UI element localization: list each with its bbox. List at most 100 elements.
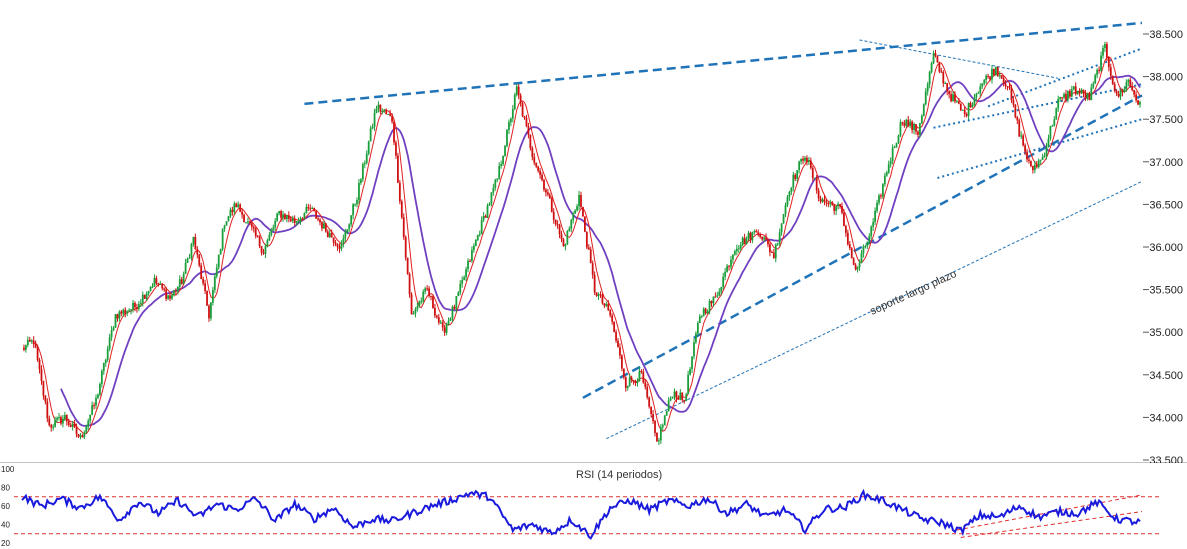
candle-body: [862, 246, 865, 254]
candle: [410, 292, 413, 315]
candle: [730, 255, 732, 270]
candle-body: [747, 232, 750, 239]
candle-body: [474, 240, 477, 246]
candle: [905, 118, 908, 128]
candle-body: [948, 91, 951, 95]
candle: [987, 73, 989, 79]
candle-body: [280, 211, 282, 218]
price-axis-label: 34.500: [1149, 370, 1183, 382]
candle-body: [1139, 101, 1141, 105]
candle-body: [938, 62, 941, 72]
candle-body: [1137, 100, 1139, 105]
candle: [91, 401, 94, 416]
candle-body: [161, 283, 164, 289]
candle: [322, 220, 325, 230]
candle: [437, 313, 440, 325]
candle: [69, 422, 72, 428]
candle-body: [79, 435, 82, 437]
candle-body: [755, 230, 758, 233]
candle-body: [751, 232, 754, 241]
candle: [761, 236, 764, 242]
candle: [776, 242, 779, 246]
candle-body: [698, 316, 701, 323]
candle-body: [1006, 85, 1009, 87]
candle: [385, 108, 388, 115]
candle-body: [108, 337, 111, 349]
candle-body: [965, 114, 968, 116]
candle-body: [763, 237, 765, 240]
candle-body: [720, 287, 723, 292]
candle-body: [67, 421, 70, 425]
candle-body: [494, 179, 497, 188]
candle: [317, 216, 319, 222]
candle: [802, 155, 804, 165]
candle-body: [724, 271, 727, 277]
candle-body: [1121, 90, 1124, 93]
candle-body: [665, 411, 668, 416]
candle-body: [1078, 90, 1081, 94]
candle: [502, 155, 504, 167]
candle: [663, 414, 666, 426]
candle-body: [887, 164, 890, 173]
rsi-axis-label: 100: [1, 465, 15, 474]
candle-body: [942, 72, 945, 84]
candle: [1119, 89, 1122, 101]
candle: [632, 379, 635, 385]
candle-body: [319, 219, 321, 223]
candle: [650, 406, 653, 418]
candle: [338, 243, 341, 253]
candle-body: [749, 232, 752, 241]
candle-body: [546, 192, 549, 195]
candle-body: [250, 223, 253, 227]
candle: [1000, 75, 1003, 79]
candle: [434, 303, 436, 319]
candle: [704, 307, 707, 315]
candle: [1139, 100, 1141, 108]
candle-body: [920, 115, 923, 124]
candle: [200, 262, 203, 280]
candle-body: [993, 68, 995, 76]
candle: [402, 213, 405, 240]
candle-body: [243, 214, 245, 223]
candle: [642, 368, 645, 384]
candle-body: [769, 244, 771, 253]
support-trendline: [582, 94, 1143, 399]
candle-body: [167, 295, 169, 299]
candle-body: [778, 232, 781, 244]
candle: [397, 152, 399, 184]
candle: [628, 373, 631, 387]
candle: [1078, 88, 1081, 97]
candle-body: [73, 423, 76, 427]
price-axis: 38.500 38.000 37.500 37.000 36.500 36.000 35.5…: [1143, 29, 1183, 463]
candle-body: [636, 380, 639, 384]
candle: [913, 122, 915, 135]
candle-body: [739, 244, 742, 249]
candle: [683, 399, 686, 404]
candle: [416, 302, 419, 312]
candle: [743, 233, 746, 245]
candle: [494, 178, 497, 191]
candle: [173, 289, 175, 297]
candle: [938, 61, 941, 74]
candle-body: [572, 213, 575, 221]
candle: [1037, 158, 1040, 169]
candle: [1041, 153, 1044, 161]
candle-body: [1061, 97, 1063, 99]
candle-body: [640, 370, 643, 372]
candle-body: [630, 377, 633, 381]
candle: [548, 192, 551, 199]
candle-body: [416, 306, 419, 310]
candle: [991, 65, 993, 84]
candle-body: [1088, 93, 1091, 101]
candle-body: [689, 369, 691, 375]
candle: [256, 234, 259, 238]
candle-body: [174, 290, 177, 292]
candle-body: [237, 204, 240, 208]
candle: [126, 310, 129, 317]
candle: [872, 218, 875, 231]
candle-body: [313, 207, 316, 211]
candle: [202, 276, 205, 286]
candle: [161, 282, 164, 291]
candle-body: [184, 262, 187, 274]
candle: [613, 321, 616, 333]
